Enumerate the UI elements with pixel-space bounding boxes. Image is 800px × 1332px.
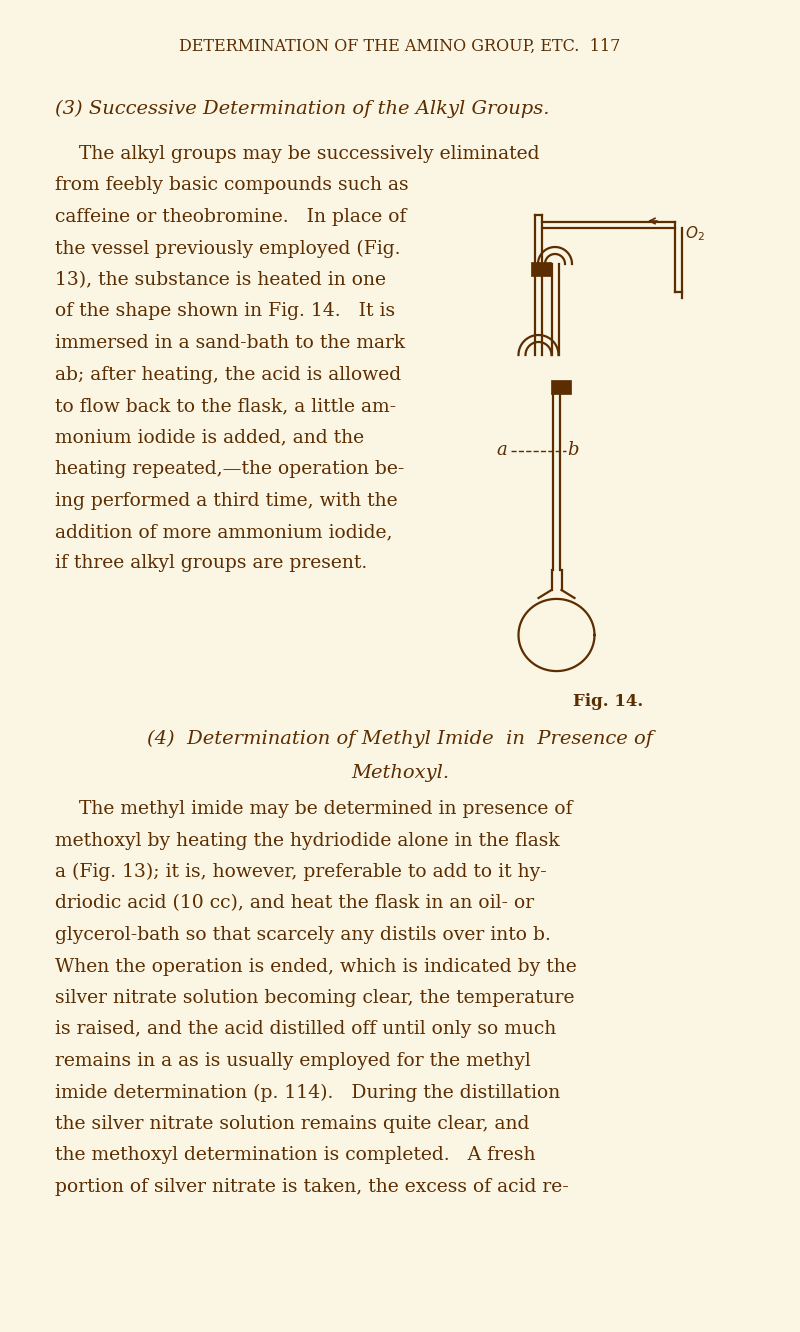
Text: (3) Successive Determination of the Alkyl Groups.: (3) Successive Determination of the Alky… bbox=[55, 100, 550, 119]
Text: The alkyl groups may be successively eliminated: The alkyl groups may be successively eli… bbox=[55, 145, 539, 163]
Text: 13), the substance is heated in one: 13), the substance is heated in one bbox=[55, 270, 386, 289]
Text: the methoxyl determination is completed.   A fresh: the methoxyl determination is completed.… bbox=[55, 1147, 535, 1164]
Text: remains in a as is usually employed for the methyl: remains in a as is usually employed for … bbox=[55, 1052, 530, 1070]
Text: imide determination (p. 114).   During the distillation: imide determination (p. 114). During the… bbox=[55, 1083, 560, 1102]
Text: methoxyl by heating the hydriodide alone in the flask: methoxyl by heating the hydriodide alone… bbox=[55, 831, 560, 850]
Text: DETERMINATION OF THE AMINO GROUP, ETC.  117: DETERMINATION OF THE AMINO GROUP, ETC. 1… bbox=[179, 39, 621, 55]
Text: a (Fig. 13); it is, however, preferable to add to it hy-: a (Fig. 13); it is, however, preferable … bbox=[55, 863, 546, 882]
Text: ing performed a third time, with the: ing performed a third time, with the bbox=[55, 492, 398, 510]
Text: The methyl imide may be determined in presence of: The methyl imide may be determined in pr… bbox=[55, 801, 573, 818]
Text: Fig. 14.: Fig. 14. bbox=[573, 693, 643, 710]
Text: from feebly basic compounds such as: from feebly basic compounds such as bbox=[55, 177, 409, 194]
Text: if three alkyl groups are present.: if three alkyl groups are present. bbox=[55, 554, 367, 573]
Text: monium iodide is added, and the: monium iodide is added, and the bbox=[55, 429, 364, 446]
Text: portion of silver nitrate is taken, the excess of acid re-: portion of silver nitrate is taken, the … bbox=[55, 1177, 569, 1196]
Text: to flow back to the flask, a little am-: to flow back to the flask, a little am- bbox=[55, 397, 396, 416]
Text: is raised, and the acid distilled off until only so much: is raised, and the acid distilled off un… bbox=[55, 1020, 556, 1039]
Text: of the shape shown in Fig. 14.   It is: of the shape shown in Fig. 14. It is bbox=[55, 302, 395, 321]
Text: ab; after heating, the acid is allowed: ab; after heating, the acid is allowed bbox=[55, 365, 401, 384]
Text: glycerol-bath so that scarcely any distils over into b.: glycerol-bath so that scarcely any disti… bbox=[55, 926, 551, 944]
Text: (4)  Determination of Methyl Imide  in  Presence of: (4) Determination of Methyl Imide in Pre… bbox=[147, 730, 653, 749]
Text: the silver nitrate solution remains quite clear, and: the silver nitrate solution remains quit… bbox=[55, 1115, 530, 1134]
Text: heating repeated,—the operation be-: heating repeated,—the operation be- bbox=[55, 460, 404, 478]
Text: a: a bbox=[496, 441, 507, 460]
Text: driodic acid (10 cc), and heat the flask in an oil- or: driodic acid (10 cc), and heat the flask… bbox=[55, 895, 534, 912]
Text: silver nitrate solution becoming clear, the temperature: silver nitrate solution becoming clear, … bbox=[55, 988, 574, 1007]
Text: $O_2$: $O_2$ bbox=[685, 224, 705, 242]
Text: the vessel previously employed (Fig.: the vessel previously employed (Fig. bbox=[55, 240, 401, 258]
Text: immersed in a sand-bath to the mark: immersed in a sand-bath to the mark bbox=[55, 334, 405, 352]
Text: addition of more ammonium iodide,: addition of more ammonium iodide, bbox=[55, 523, 393, 541]
Bar bbox=[531, 262, 551, 276]
Text: Methoxyl.: Methoxyl. bbox=[351, 765, 449, 782]
Bar bbox=[551, 380, 571, 394]
Text: b: b bbox=[567, 441, 578, 460]
Text: caffeine or theobromine.   In place of: caffeine or theobromine. In place of bbox=[55, 208, 406, 226]
Text: When the operation is ended, which is indicated by the: When the operation is ended, which is in… bbox=[55, 958, 577, 975]
